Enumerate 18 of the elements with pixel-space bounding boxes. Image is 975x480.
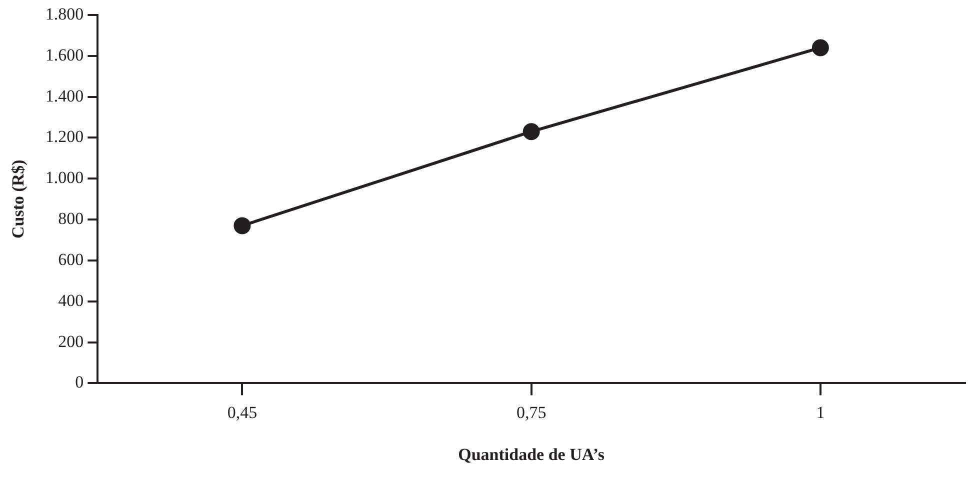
y-tick-label: 1.400: [45, 86, 84, 106]
point: [234, 217, 251, 234]
y-tick-label: 1.600: [45, 45, 84, 64]
x-tick-label: 0,45: [227, 402, 258, 422]
y-tick-label: 0: [75, 372, 84, 392]
y-tick-label: 400: [58, 290, 84, 310]
x-axis-title: Quantidade de UA’s: [458, 445, 605, 464]
x-tick-label: 1: [816, 402, 825, 422]
y-tick-label: 200: [58, 332, 84, 351]
point: [522, 123, 540, 140]
y-tick-label: 1.200: [45, 127, 84, 146]
y-tick-label: 600: [58, 250, 84, 269]
y-tick-label: 1.000: [45, 168, 84, 188]
y-tick-label: 1.800: [45, 4, 84, 24]
y-axis-title: Custo (R$): [8, 160, 28, 239]
y-tick-label: 800: [58, 209, 84, 228]
x-tick-label: 0,75: [516, 402, 546, 422]
point: [812, 39, 829, 56]
